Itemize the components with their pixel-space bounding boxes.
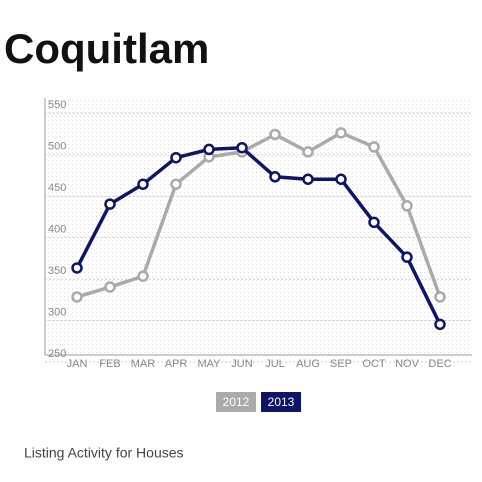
y-tick-label: 350 [48,265,66,277]
x-tick-label: JUN [231,358,252,370]
legend-swatch[interactable] [261,392,301,412]
data-point [71,262,83,274]
series-line [75,145,442,326]
data-point [335,127,347,139]
data-point [368,141,380,153]
chart-title: Coquitlam [4,25,209,72]
data-point [203,143,215,156]
chart-subtitle: Listing Activity for Houses [24,445,184,461]
data-point [401,200,413,212]
data-point [170,151,182,164]
y-tick-label: 500 [48,141,66,153]
x-tick-label: FEB [99,358,120,370]
y-tick-label: 400 [48,224,66,236]
y-tick-label: 450 [48,182,66,194]
x-tick-label: AUG [296,358,320,370]
data-point [269,171,281,183]
data-point [335,173,347,185]
data-point [170,178,182,190]
x-tick-label: APR [165,358,188,370]
data-point [302,173,314,185]
data-point [137,178,149,190]
y-tick-label: 250 [48,348,66,360]
data-point [434,318,446,331]
data-point [71,291,83,303]
data-point [368,216,380,229]
data-point [104,198,116,210]
x-tick-label: JAN [67,358,88,370]
legend-label[interactable]: 2012 [223,395,250,409]
series-line [76,130,442,299]
plot-area [45,98,472,355]
data-point [269,128,281,141]
data-point [434,291,446,303]
x-tick-label: DEC [428,358,451,370]
y-tick-label: 300 [48,306,66,318]
x-tick-label: MAR [131,358,156,370]
x-tick-label: OCT [362,358,386,370]
x-tick-label: NOV [395,358,420,370]
x-tick-label: MAY [197,358,221,370]
x-tick-label: JUL [265,358,285,370]
data-point [137,270,149,282]
legend-swatch[interactable] [216,392,256,412]
x-tick-label: SEP [330,358,352,370]
data-point [104,281,116,293]
data-point [302,146,314,158]
data-point [236,141,248,154]
y-tick-label: 550 [48,99,66,111]
legend-label[interactable]: 2013 [268,395,295,409]
data-point [401,251,413,263]
